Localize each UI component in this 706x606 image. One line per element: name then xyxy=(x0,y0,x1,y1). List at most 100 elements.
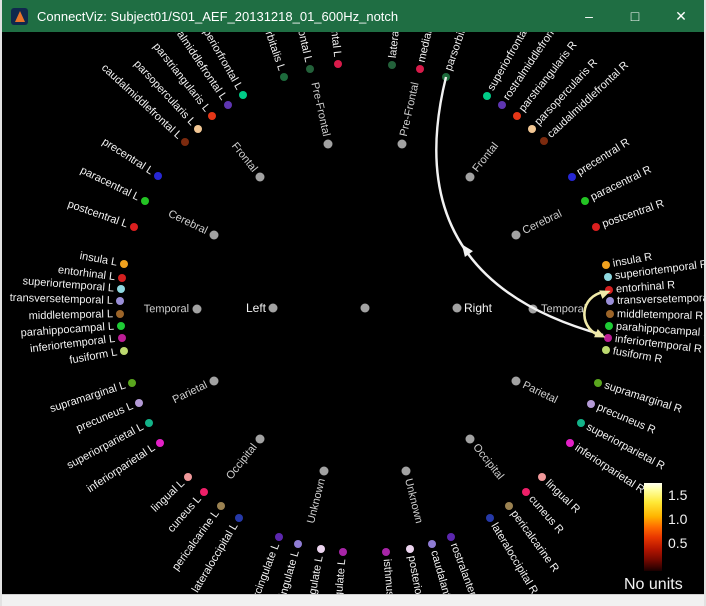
region-node-caudalmiddlefrontal-l[interactable] xyxy=(180,137,189,146)
region-label-transversetemporal-l[interactable]: transversetemporal L xyxy=(9,292,114,307)
hemisphere-label-left[interactable]: Left xyxy=(245,301,266,315)
region-node-lingual-l[interactable] xyxy=(183,473,192,482)
group-label-parietal-r[interactable]: Parietal xyxy=(520,379,560,407)
region-label-precentral-l[interactable]: precentral L xyxy=(100,136,156,178)
region-node-medialorbitofrontal-l[interactable] xyxy=(334,60,343,69)
region-label-parsorbitalis-r[interactable]: parsorbitalis R xyxy=(442,32,478,73)
region-node-precentral-r[interactable] xyxy=(568,173,577,182)
region-node-inferiorparietal-r[interactable] xyxy=(565,438,574,447)
region-label-posteriorcingulate-l[interactable]: posteriorcingulate L xyxy=(296,555,325,594)
region-node-insula-l[interactable] xyxy=(119,260,128,269)
region-node-paracentral-r[interactable] xyxy=(581,196,590,205)
region-node-cuneus-l[interactable] xyxy=(199,488,208,497)
region-node-lateralorbitofrontal-r[interactable] xyxy=(388,60,397,69)
region-node-caudalanteriorcingulate-l[interactable] xyxy=(293,539,302,548)
group-label-pre-frontal-r[interactable]: Pre-Frontal xyxy=(397,81,422,138)
group-node-temporal-l[interactable] xyxy=(192,304,202,314)
region-node-parahippocampal-l[interactable] xyxy=(116,321,125,330)
close-button[interactable]: ✕ xyxy=(675,7,687,24)
region-node-lingual-r[interactable] xyxy=(538,473,547,482)
group-node-cerebral-r[interactable] xyxy=(511,230,521,240)
region-node-entorhinal-l[interactable] xyxy=(117,273,126,282)
region-node-insula-r[interactable] xyxy=(602,261,611,270)
region-label-postcentral-l[interactable]: postcentral L xyxy=(65,198,130,231)
region-node-pericalcarine-r[interactable] xyxy=(505,502,513,511)
minimize-button[interactable]: – xyxy=(585,8,593,24)
group-label-occipital-r[interactable]: Occipital xyxy=(469,441,506,483)
region-node-pericalcarine-l[interactable] xyxy=(216,502,225,511)
region-node-rostralmiddlefrontal-l[interactable] xyxy=(224,100,233,109)
region-node-superiorfrontal-r[interactable] xyxy=(483,91,492,100)
group-node-frontal-l[interactable] xyxy=(255,172,265,182)
hemisphere-node-center[interactable] xyxy=(360,303,370,313)
region-label-isthmuscingulate-l[interactable]: isthmuscingulate L xyxy=(328,558,348,594)
region-node-parstriangularis-l[interactable] xyxy=(208,112,217,121)
region-node-rostralanteriorcingulate-r[interactable] xyxy=(446,533,455,542)
group-label-temporal-r[interactable]: Temporal xyxy=(540,302,587,316)
group-label-frontal-r[interactable]: Frontal xyxy=(470,140,502,175)
region-node-transversetemporal-l[interactable] xyxy=(116,297,125,306)
region-node-superiortemporal-r[interactable] xyxy=(604,272,612,281)
region-label-paracentral-r[interactable]: paracentral R xyxy=(589,163,654,204)
colorbar[interactable] xyxy=(644,483,662,571)
group-label-occipital-l[interactable]: Occipital xyxy=(224,441,261,483)
region-node-parsorbitalis-l[interactable] xyxy=(280,72,289,81)
region-label-lateralorbitofrontal-r[interactable]: lateralorbitofrontal R xyxy=(387,32,410,58)
region-node-inferiortemporal-r[interactable] xyxy=(604,334,613,343)
group-label-frontal-l[interactable]: Frontal xyxy=(228,140,260,175)
group-node-unknown-r[interactable] xyxy=(401,466,411,476)
region-node-parstriangularis-r[interactable] xyxy=(513,111,522,120)
group-node-pre-frontal-r[interactable] xyxy=(397,139,407,149)
region-node-superiortemporal-l[interactable] xyxy=(116,284,125,293)
group-label-unknown-l[interactable]: Unknown xyxy=(305,477,329,525)
region-node-rostralmiddlefrontal-r[interactable] xyxy=(498,101,507,110)
group-node-temporal-r[interactable] xyxy=(528,304,538,314)
group-label-cerebral-r[interactable]: Cerebral xyxy=(520,207,565,238)
region-node-parahippocampal-r[interactable] xyxy=(605,321,614,330)
region-label-transversetemporal-r[interactable]: transversetemporal R xyxy=(616,292,704,307)
hemisphere-node-right[interactable] xyxy=(452,303,462,313)
group-label-pre-frontal-l[interactable]: Pre-Frontal xyxy=(308,81,333,138)
region-label-isthmuscingulate-r[interactable]: isthmuscingulate R xyxy=(381,559,401,594)
region-node-medialorbitofrontal-r[interactable] xyxy=(416,65,425,74)
region-node-superiorparietal-r[interactable] xyxy=(577,419,586,428)
group-label-unknown-r[interactable]: Unknown xyxy=(401,477,425,525)
region-node-lateraloccipital-l[interactable] xyxy=(235,514,244,523)
region-label-precentral-r[interactable]: precentral R xyxy=(575,136,633,179)
group-node-occipital-l[interactable] xyxy=(255,434,265,444)
region-node-supramarginal-r[interactable] xyxy=(594,379,603,388)
region-label-insula-l[interactable]: insula L xyxy=(78,250,119,269)
region-node-entorhinal-r[interactable] xyxy=(605,286,614,295)
region-node-fusiform-r[interactable] xyxy=(602,346,611,355)
hemisphere-label-right[interactable]: Right xyxy=(464,301,493,315)
region-label-medialorbitofrontal-l[interactable]: medialorbitofrontal L xyxy=(320,32,343,58)
region-label-parsorbitalis-l[interactable]: parsorbitalis L xyxy=(253,32,288,72)
region-node-cuneus-r[interactable] xyxy=(522,488,531,497)
region-node-inferiorparietal-l[interactable] xyxy=(156,438,165,447)
group-node-pre-frontal-l[interactable] xyxy=(323,139,333,149)
region-node-transversetemporal-r[interactable] xyxy=(605,297,614,306)
group-node-cerebral-l[interactable] xyxy=(209,230,219,240)
window-bottom-frame[interactable] xyxy=(2,594,704,606)
region-node-postcentral-l[interactable] xyxy=(129,223,138,232)
region-node-posteriorcingulate-l[interactable] xyxy=(316,544,325,553)
region-label-lateralorbitofrontal-l[interactable]: lateralorbitofrontal L xyxy=(281,32,315,64)
region-node-superiorfrontal-l[interactable] xyxy=(239,91,248,100)
region-node-caudalmiddlefrontal-r[interactable] xyxy=(540,136,549,145)
region-node-lateraloccipital-r[interactable] xyxy=(486,514,495,523)
region-node-postcentral-r[interactable] xyxy=(592,223,601,232)
group-label-temporal-l[interactable]: Temporal xyxy=(143,302,190,316)
maximize-button[interactable]: □ xyxy=(630,8,640,24)
region-node-parsopercularis-r[interactable] xyxy=(528,124,537,133)
group-node-occipital-r[interactable] xyxy=(465,434,475,444)
region-label-paracentral-l[interactable]: paracentral L xyxy=(78,163,142,203)
group-node-unknown-l[interactable] xyxy=(319,466,329,476)
group-node-parietal-r[interactable] xyxy=(511,376,521,386)
region-node-lateralorbitofrontal-l[interactable] xyxy=(305,65,314,74)
region-node-fusiform-l[interactable] xyxy=(119,346,128,355)
region-label-postcentral-r[interactable]: postcentral R xyxy=(600,197,666,231)
region-node-superiorparietal-l[interactable] xyxy=(144,419,153,428)
region-label-rostralanteriorcingulate-l[interactable]: rostralanteriorcingulate L xyxy=(228,542,282,594)
region-node-paracentral-l[interactable] xyxy=(140,196,149,205)
region-node-middletemporal-r[interactable] xyxy=(605,309,614,318)
